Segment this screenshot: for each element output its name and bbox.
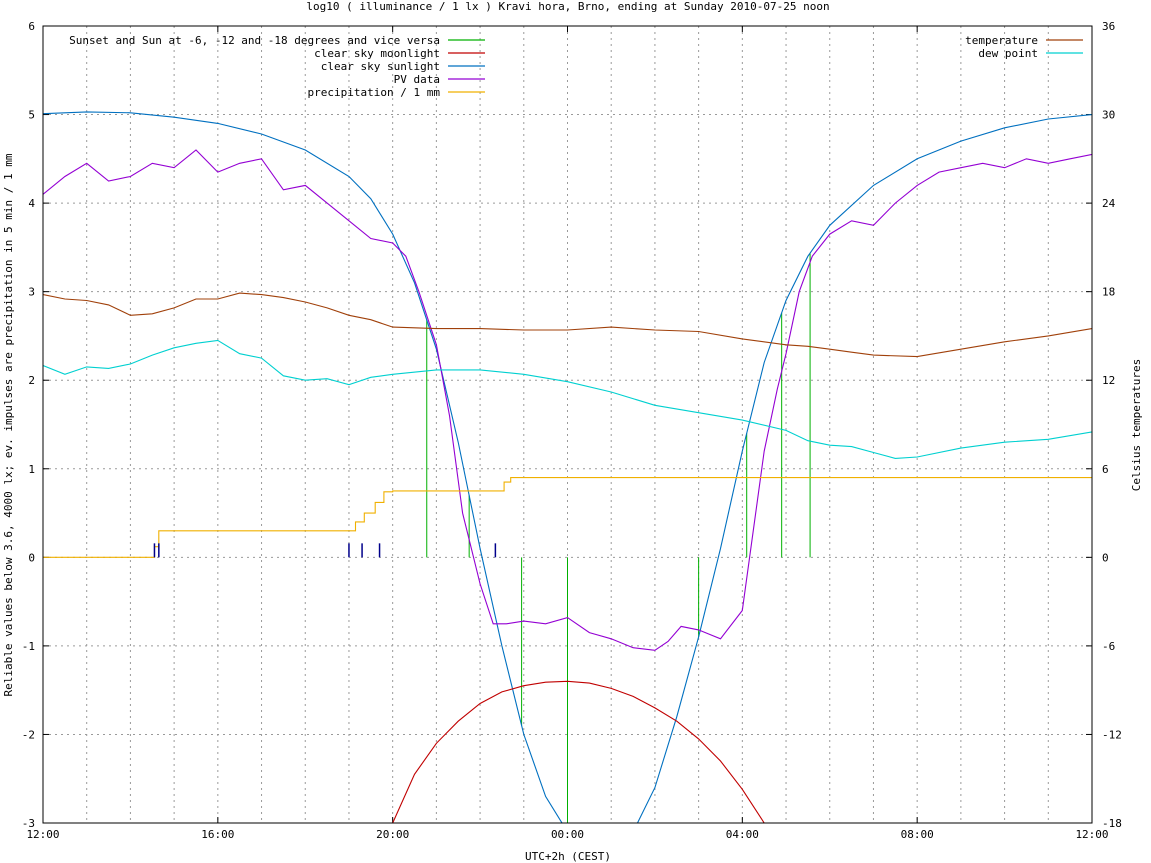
- x-tick-label: 12:00: [1075, 828, 1108, 841]
- series-line-clear-sky-moonlight: [392, 680, 765, 823]
- y-tick-label: 3: [28, 286, 35, 299]
- data-series: [43, 111, 1092, 823]
- impulse-marks: [153, 543, 497, 558]
- axis-ticks: 12:00 16:00 20:00 00:00 04:00 08:00 12:00-3-2-…: [22, 20, 1122, 841]
- x-tick-label: 04:00: [726, 828, 759, 841]
- legend-label: dew point: [978, 47, 1038, 60]
- y-tick-label: 1: [28, 463, 35, 476]
- y2-tick-label: 6: [1102, 463, 1109, 476]
- y2-axis-label: Celsius temperatures: [1130, 359, 1143, 491]
- x-tick-label: 20:00: [376, 828, 409, 841]
- series-line-dew-point: [43, 339, 1092, 459]
- y2-tick-label: 0: [1102, 551, 1109, 564]
- x-tick-label: 16:00: [201, 828, 234, 841]
- plot-frame: [42, 25, 1093, 824]
- legend: Sunset and Sun at -6, -12 and -18 degree…: [69, 34, 1083, 99]
- series-line-precipitation-1-mm: [43, 477, 1092, 558]
- series-line-temperature: [43, 292, 1092, 358]
- series-line-pv-data: [43, 149, 1092, 651]
- y-tick-label: 6: [28, 20, 35, 33]
- y2-tick-label: -6: [1102, 640, 1115, 653]
- y2-tick-label: 24: [1102, 197, 1116, 210]
- y2-tick-label: 12: [1102, 374, 1115, 387]
- legend-label: PV data: [394, 73, 440, 86]
- legend-label: clear sky moonlight: [314, 47, 440, 60]
- y-tick-label: -2: [22, 728, 35, 741]
- legend-label: precipitation / 1 mm: [308, 86, 441, 99]
- y-tick-label: -3: [22, 817, 35, 830]
- x-tick-label: 08:00: [901, 828, 934, 841]
- y-tick-label: 0: [28, 551, 35, 564]
- y2-tick-label: 36: [1102, 20, 1115, 33]
- y-tick-label: 2: [28, 374, 35, 387]
- x-tick-label: 00:00: [551, 828, 584, 841]
- chart-title: log10 ( illuminance / 1 lx ) Kravi hora,…: [306, 0, 829, 13]
- y-tick-label: 4: [28, 197, 35, 210]
- y-tick-label: 5: [28, 109, 35, 122]
- legend-label: clear sky sunlight: [321, 60, 440, 73]
- legend-label: Sunset and Sun at -6, -12 and -18 degree…: [69, 34, 440, 47]
- y-axis-label: Reliable values below 3.6, 4000 lx; ev. …: [2, 153, 15, 696]
- x-axis-label: UTC+2h (CEST): [525, 850, 611, 863]
- series-line-clear-sky-sunlight: [43, 111, 1092, 823]
- grid-lines: [43, 26, 1092, 823]
- legend-label: temperature: [965, 34, 1038, 47]
- y-tick-label: -1: [22, 640, 35, 653]
- y2-tick-label: 30: [1102, 109, 1115, 122]
- y2-tick-label: -18: [1102, 817, 1122, 830]
- x-tick-label: 12:00: [26, 828, 59, 841]
- y2-tick-label: 18: [1102, 286, 1115, 299]
- y2-tick-label: -12: [1102, 728, 1122, 741]
